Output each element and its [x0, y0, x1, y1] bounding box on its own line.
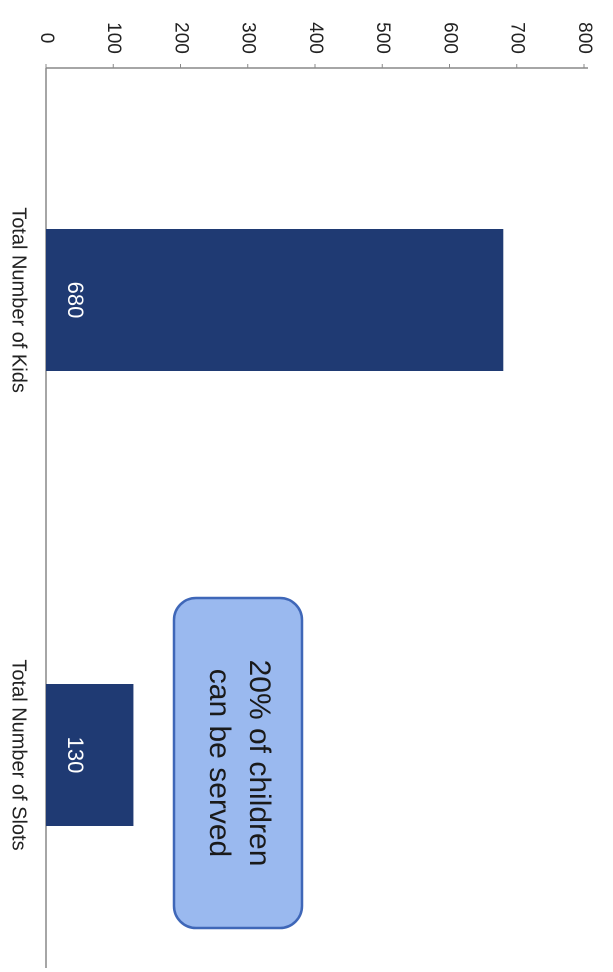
y-tick-label: 500	[372, 22, 393, 54]
y-tick-label: 100	[103, 22, 124, 54]
bar	[46, 229, 504, 371]
bar	[46, 684, 134, 826]
callout-box	[172, 596, 304, 930]
y-tick-label: 800	[574, 22, 595, 54]
category-label: Total Number of Slots	[8, 659, 30, 850]
y-axis-ticks: 0 100 200 300 400 500 600 700 800	[36, 22, 595, 68]
callout-line-1: 20% of children	[243, 660, 276, 867]
y-tick-label: 0	[36, 33, 57, 44]
bars: 680 130	[46, 229, 504, 826]
y-tick-label: 600	[439, 22, 460, 54]
y-tick-label: 700	[507, 22, 528, 54]
y-tick-label: 400	[305, 22, 326, 54]
y-tick-label: 200	[170, 22, 191, 54]
category-label: Total Number of Kids	[8, 207, 30, 393]
bar-data-label: 130	[63, 737, 88, 774]
y-tick-label: 300	[238, 22, 259, 54]
callout-line-2: can be served	[203, 669, 236, 857]
plot-area: 0 100 200 300 400 500 600 700 800 680 130 Total N…	[8, 22, 595, 968]
bar-data-label: 680	[63, 282, 88, 319]
callout-annotation: 20% of children can be served	[172, 596, 304, 930]
category-labels: Total Number of Kids Total Number of Slot…	[8, 207, 30, 850]
